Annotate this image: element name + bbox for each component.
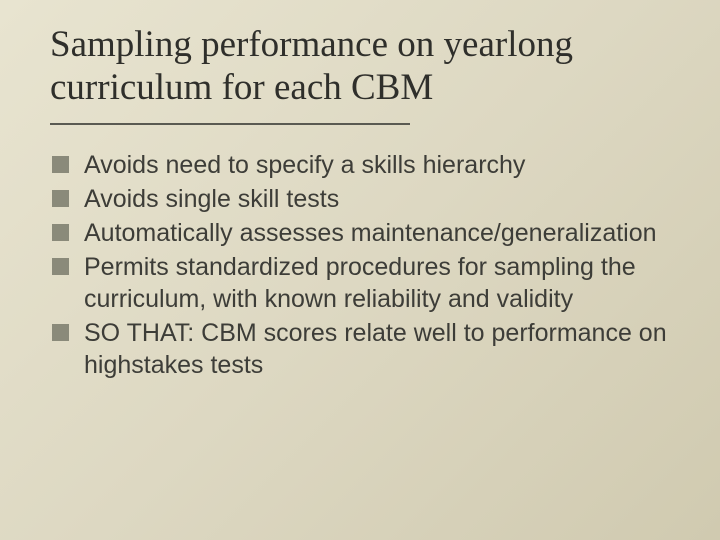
bullet-list: Avoids need to specify a skills hierarch… [50,149,670,381]
list-item: Avoids single skill tests [50,183,670,215]
slide-title: Sampling performance on yearlong curricu… [50,24,670,109]
list-item: SO THAT: CBM scores relate well to perfo… [50,317,670,381]
list-item: Automatically assesses maintenance/gener… [50,217,670,249]
list-item: Avoids need to specify a skills hierarch… [50,149,670,181]
slide: Sampling performance on yearlong curricu… [0,0,720,540]
title-underline [50,123,410,125]
list-item: Permits standardized procedures for samp… [50,251,670,315]
